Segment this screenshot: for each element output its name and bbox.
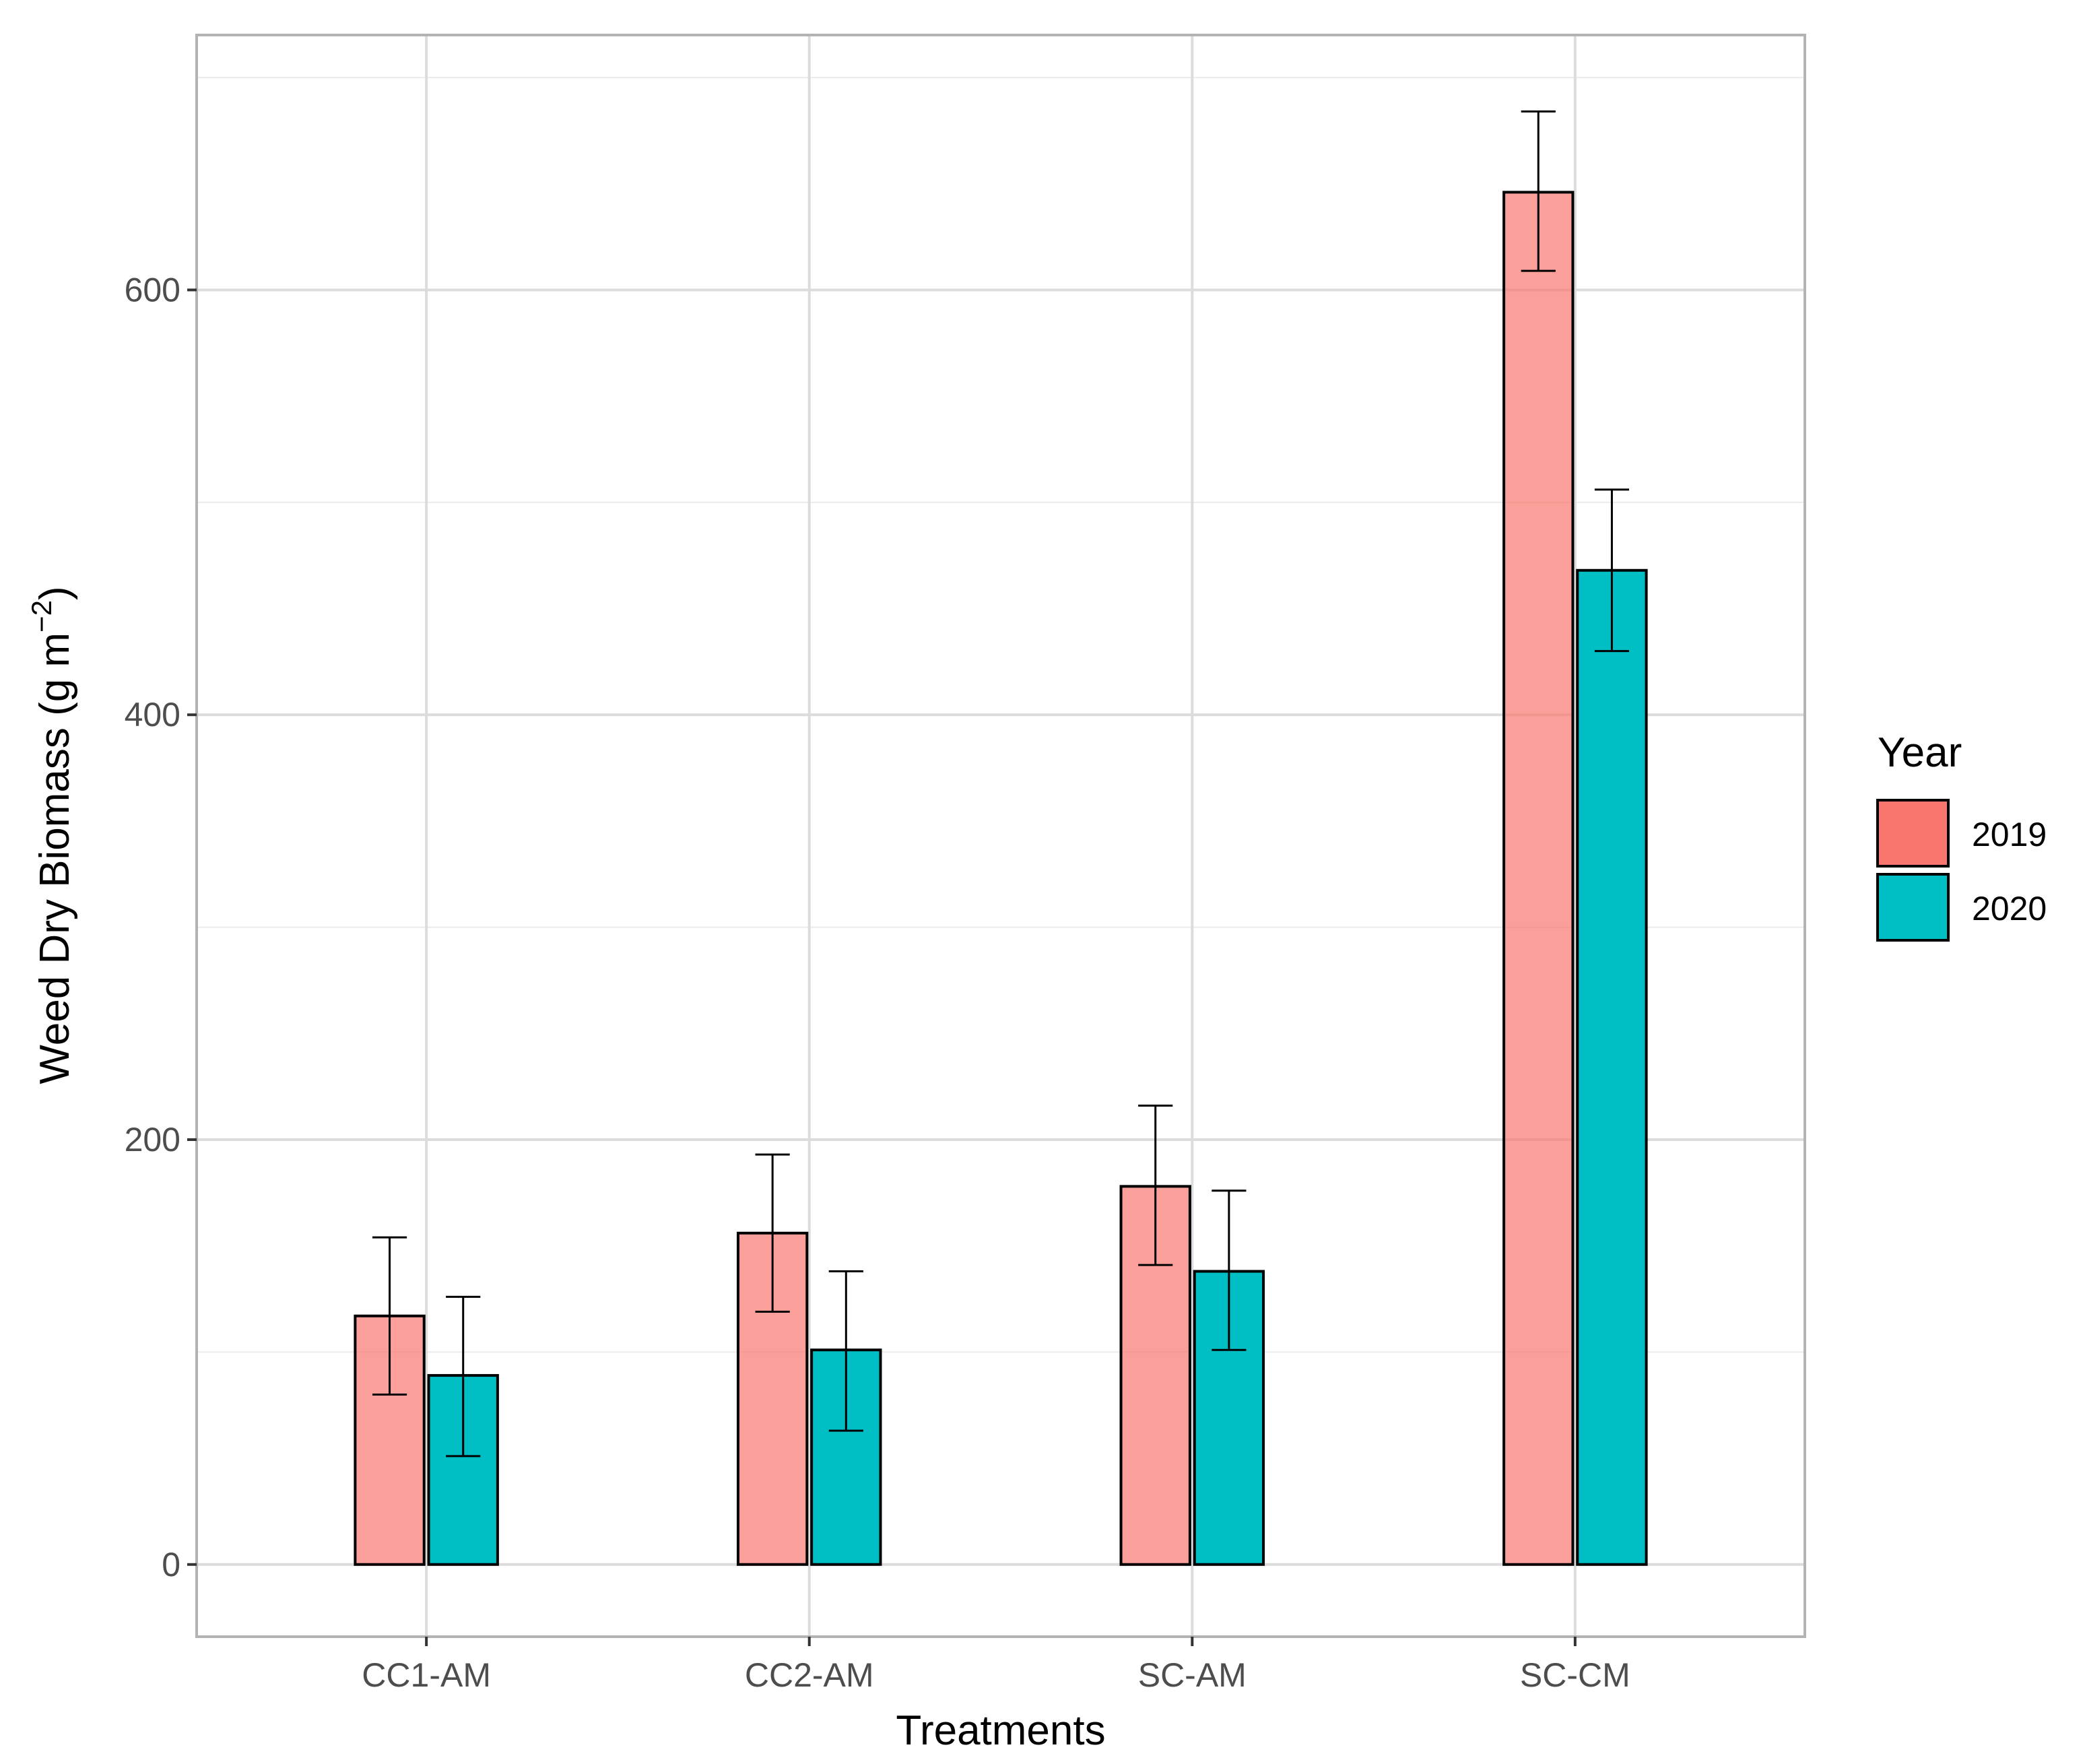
plot-panel-border — [195, 34, 1806, 1638]
legend-key-2020 — [1876, 873, 1950, 942]
y-axis-title: Weed Dry Biomass (g m−2) — [26, 586, 78, 1084]
gridlines — [197, 35, 1805, 1637]
y-axis-title-superscript: −2 — [26, 600, 57, 632]
legend-label-2020: 2020 — [1972, 890, 2047, 927]
x-tick-label: CC2-AM — [745, 1656, 874, 1694]
y-axis-title-main: Weed Dry Biomass (g m — [32, 632, 78, 1084]
bar-2020-SC-CM — [1576, 568, 1648, 1566]
legend-key-2019 — [1876, 799, 1950, 868]
y-tick-label: 200 — [125, 1121, 180, 1158]
axes: 0 200 400 600 CC1-AM CC2-AM SC-AM SC-CM — [125, 271, 1630, 1694]
y-tick-label: 400 — [125, 696, 180, 733]
legend-label-2019: 2019 — [1972, 816, 2047, 853]
legend-title: Year — [1878, 729, 1962, 776]
y-axis-title-close: ) — [32, 586, 78, 600]
y-tick-label: 0 — [162, 1546, 180, 1583]
y-tick-label: 600 — [125, 271, 180, 308]
legend: Year 2019 2020 — [1876, 729, 2047, 942]
x-tick-label: SC-CM — [1520, 1656, 1630, 1694]
x-tick-label: SC-AM — [1138, 1656, 1247, 1694]
x-axis-title: Treatments — [896, 1707, 1105, 1754]
bar-2019-SC-CM — [1502, 191, 1575, 1566]
x-tick-label: CC1-AM — [362, 1656, 491, 1694]
error-bars — [372, 110, 1630, 1458]
